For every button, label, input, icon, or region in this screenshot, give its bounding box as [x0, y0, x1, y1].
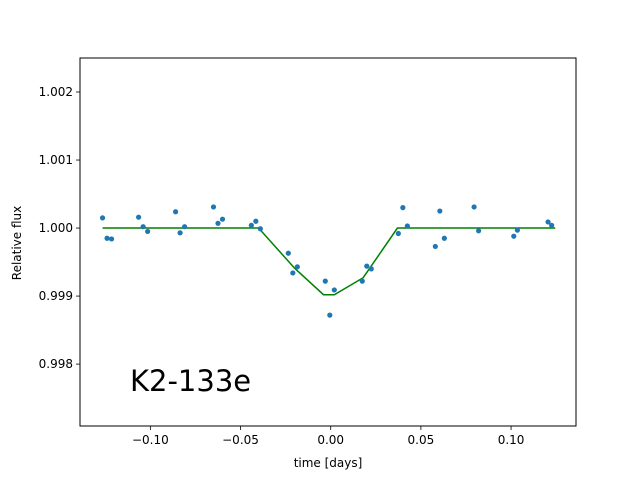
data-point — [219, 216, 226, 222]
data-point — [404, 223, 410, 229]
data-point — [253, 218, 259, 224]
y-tick-label: 1.000 — [39, 221, 73, 235]
data-point — [322, 278, 328, 284]
data-point — [549, 222, 555, 228]
data-point — [471, 204, 477, 210]
data-point — [136, 214, 142, 220]
y-axis-label: Relative flux — [10, 206, 24, 280]
data-point — [248, 222, 254, 228]
data-point — [432, 243, 438, 250]
y-tick-label: 1.001 — [39, 153, 73, 167]
data-point — [172, 209, 179, 215]
data-point — [104, 235, 110, 241]
data-point — [364, 263, 370, 269]
data-point — [285, 250, 291, 256]
data-point — [99, 215, 106, 221]
x-axis-label: time [days] — [294, 456, 363, 470]
data-point — [514, 227, 520, 233]
data-point — [545, 219, 551, 225]
data-point — [290, 270, 296, 276]
y-tick-label: 1.002 — [39, 85, 73, 99]
x-axis: −0.10 −0.05 0.00 0.05 0.10 — [132, 426, 524, 447]
data-point — [395, 230, 401, 237]
x-tick-label: 0.10 — [498, 433, 525, 447]
data-point — [257, 226, 263, 232]
data-point — [441, 235, 447, 241]
x-tick-label: −0.05 — [222, 433, 259, 447]
data-point — [437, 208, 443, 214]
data-point — [400, 205, 406, 211]
transit-model-line — [102, 227, 556, 296]
data-point — [368, 266, 374, 272]
data-point — [359, 278, 365, 284]
plot-area — [99, 204, 556, 318]
axes-frame — [79, 57, 577, 427]
planet-name-annotation: K2-133e — [130, 364, 251, 398]
data-point — [215, 220, 221, 226]
y-tick-label: 0.999 — [39, 289, 73, 303]
data-point — [210, 204, 217, 210]
x-tick-label: −0.10 — [132, 433, 169, 447]
data-point — [145, 228, 151, 235]
data-point — [331, 287, 337, 293]
data-point — [108, 236, 115, 242]
data-point — [177, 230, 183, 236]
data-point — [327, 312, 333, 318]
data-point — [511, 233, 517, 239]
data-point — [294, 264, 300, 270]
y-axis: 0.998 0.999 1.000 1.001 1.002 — [39, 85, 80, 371]
x-tick-label: 0.00 — [317, 433, 344, 447]
data-point — [182, 224, 188, 230]
data-point — [476, 228, 482, 234]
y-tick-label: 0.998 — [39, 357, 73, 371]
data-point — [140, 224, 146, 230]
x-tick-label: 0.05 — [408, 433, 435, 447]
